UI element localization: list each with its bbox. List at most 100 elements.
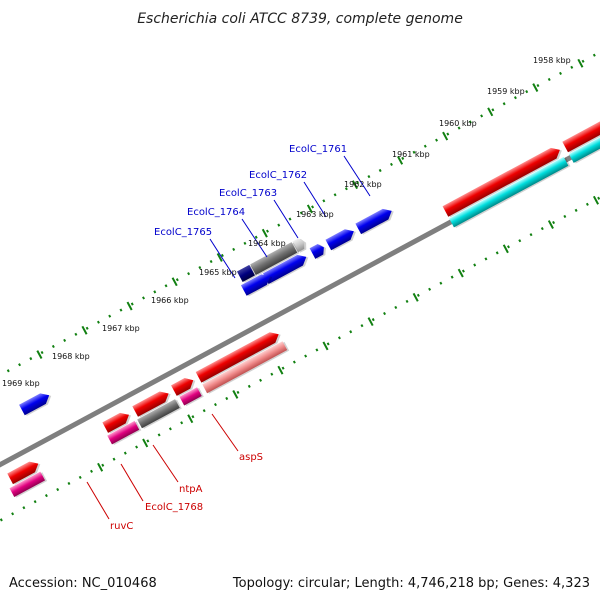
gene-forward-navy-body — [236, 264, 255, 283]
tick-label: 1969 kbp — [2, 379, 40, 388]
outer-ring-tick — [502, 102, 506, 106]
gene-leader-line — [303, 181, 327, 218]
outer-ring-tick — [198, 266, 202, 270]
outer-ring-tick — [513, 96, 517, 100]
outer-ring-tick — [423, 144, 427, 148]
major-tick — [442, 131, 449, 141]
gene-leader-line — [86, 481, 110, 520]
gene-reverse-magenta-body — [107, 420, 140, 445]
inner-ring-tick — [585, 202, 589, 206]
inner-ring-tick — [90, 469, 93, 473]
gene-reverse-red — [132, 391, 171, 418]
gene-reverse-red — [171, 378, 196, 397]
inner-ring-tick — [33, 500, 37, 504]
inner-ring-tick — [349, 330, 353, 334]
outer-ring-tick — [446, 132, 450, 136]
gene-forward-blue-shape — [262, 254, 309, 285]
inner-ring-tick — [371, 318, 375, 322]
tick-label: 1967 kbp — [102, 324, 140, 333]
outer-ring-tick — [243, 241, 247, 245]
inner-ring-tick — [259, 378, 263, 382]
gene-forward-blue-shape — [19, 393, 52, 416]
tick-labels: 1958 kbp 1959 kbp 1960 kbp 1961 kbp 1962 kbp… — [2, 56, 571, 388]
gene-forward-blue-body — [355, 208, 392, 235]
inner-ring-tick — [326, 342, 330, 346]
gene-forward-blue-shape — [355, 208, 394, 235]
inner-ring-tick — [202, 409, 206, 413]
outer-ring-tick — [412, 150, 416, 154]
gene-forward-red — [562, 90, 600, 153]
gene-reverse-magenta-shape — [179, 387, 204, 407]
gene-reverse-red-shape — [7, 461, 41, 485]
gene-label: EcolC_1763 — [219, 188, 277, 199]
inner-ring-tick — [214, 402, 217, 407]
inner-ring-tick — [191, 415, 195, 419]
gene-label: ntpA — [179, 484, 203, 495]
outer-ring-tick — [480, 114, 484, 118]
inner-ring-tick — [439, 281, 443, 285]
gene-forward-blue-shape — [309, 243, 326, 260]
major-tick — [81, 325, 88, 335]
inner-ring-tick — [507, 245, 510, 249]
inner-ring-tick — [495, 251, 499, 255]
outer-ring-tick — [491, 108, 495, 112]
outer-ring-tick — [74, 332, 78, 336]
outer-ring-tick — [559, 71, 562, 75]
inner-ring-tick — [428, 287, 432, 291]
tick-label: 1960 kbp — [439, 119, 477, 128]
gene-forward-blue-body — [19, 393, 50, 416]
outer-ring-tick — [581, 59, 585, 63]
gene-reverse-red — [7, 461, 41, 485]
gene-reverse-red-shape — [171, 378, 196, 397]
inner-ring-tick — [123, 451, 127, 455]
gene-label: EcolC_1765 — [154, 227, 212, 238]
gene-forward-red-shape — [562, 90, 600, 153]
tick-label: 1966 kbp — [151, 296, 189, 305]
outer-ring-tick — [29, 357, 33, 361]
gene-forward-cyan-shape — [568, 100, 600, 164]
major-tick — [532, 83, 539, 92]
outer-ring-tick — [288, 217, 292, 221]
gene-label: EcolC_1761 — [289, 144, 347, 155]
gene-label: aspS — [239, 452, 263, 463]
gene-forward-cyan-shape — [449, 156, 571, 228]
gene-forward-blue — [309, 243, 326, 260]
gene-forward-gray-shape — [250, 242, 300, 276]
inner-ring-tick — [44, 494, 48, 498]
gene-forward-navy-shape — [236, 264, 257, 283]
inner-ring-tick — [157, 433, 161, 437]
tick-label: 1964 kbp — [248, 239, 286, 248]
backbone-line — [0, 138, 600, 468]
gene-reverse-magenta — [9, 471, 48, 498]
outer-ring-tick — [6, 369, 10, 373]
gene-forward-pseudo-body — [292, 238, 305, 253]
gene-reverse-magenta-body — [179, 387, 202, 406]
outer-ring-tick — [311, 205, 315, 209]
inner-ring-tick — [540, 227, 544, 231]
outer-ring-tick — [142, 296, 145, 300]
gene-leader-line — [273, 199, 299, 239]
gene-reverse-pink-body — [202, 341, 288, 394]
major-tick — [232, 390, 239, 399]
major-tick — [322, 341, 329, 351]
outer-ring-tick — [389, 162, 393, 167]
gene-forward-red-body — [442, 147, 560, 217]
gene-reverse-red — [195, 332, 281, 384]
inner-ring-tick — [405, 299, 409, 303]
major-tick — [351, 180, 358, 190]
inner-ring-tick — [0, 518, 3, 522]
outer-ring-tick — [367, 174, 371, 179]
gene-forward-blue — [262, 254, 309, 285]
outer-ring-tick — [547, 77, 551, 82]
outer-ring-tick — [175, 278, 179, 282]
genome-title: Escherichia coli ATCC 8739, complete gen… — [137, 11, 463, 27]
outer-ring-tick — [51, 344, 55, 349]
gene-forward-gray — [250, 242, 300, 276]
outer-ring-tick — [356, 181, 360, 185]
outer-ring-tick — [63, 338, 67, 342]
gene-forward-blue-body — [325, 229, 354, 251]
inner-ring-tick — [11, 512, 15, 516]
major-tick — [397, 155, 404, 165]
gene-forward-pseudo-shape — [292, 238, 307, 253]
outer-ring-tick — [468, 120, 472, 124]
